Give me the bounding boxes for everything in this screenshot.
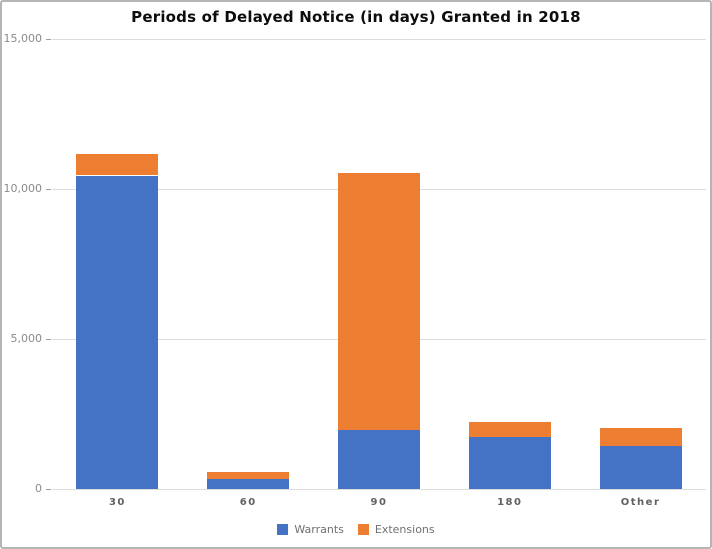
legend: Warrants Extensions bbox=[2, 523, 710, 536]
legend-item-warrants: Warrants bbox=[277, 523, 344, 536]
x-label-90: 90 bbox=[370, 497, 388, 508]
x-label-180: 180 bbox=[497, 497, 523, 508]
y-tick-label-15000: 15,000 bbox=[3, 32, 43, 45]
bar-30-warrants bbox=[76, 175, 159, 489]
y-tick-15000 bbox=[46, 38, 51, 40]
bar-90-extensions bbox=[338, 172, 420, 431]
bar-other-warrants bbox=[599, 446, 682, 489]
legend-item-extensions: Extensions bbox=[357, 523, 435, 536]
x-label-60: 60 bbox=[239, 497, 257, 508]
y-tick-10000 bbox=[46, 188, 51, 190]
gridline-15000 bbox=[52, 38, 706, 40]
bar-60-extensions bbox=[207, 471, 290, 480]
chart-title: Periods of Delayed Notice (in days) Gran… bbox=[131, 8, 581, 26]
x-label-other: Other bbox=[620, 497, 661, 508]
gridline-0 bbox=[52, 488, 706, 490]
bar-90-warrants bbox=[338, 430, 420, 489]
extensions-swatch-icon bbox=[357, 524, 369, 535]
y-tick-5000 bbox=[46, 338, 51, 340]
bar-180-extensions bbox=[468, 422, 551, 438]
bar-60-warrants bbox=[207, 479, 290, 489]
warrants-swatch-icon bbox=[277, 524, 289, 535]
bar-180-warrants bbox=[468, 437, 551, 489]
y-tick-label-10000: 10,000 bbox=[3, 182, 43, 195]
y-tick-label-5000: 5,000 bbox=[10, 332, 43, 345]
x-label-30: 30 bbox=[108, 497, 126, 508]
y-tick-0 bbox=[46, 488, 51, 490]
bar-other-extensions bbox=[599, 428, 682, 447]
bar-30-extensions bbox=[76, 153, 159, 176]
y-tick-label-0: 0 bbox=[35, 482, 42, 495]
legend-label-warrants: Warrants bbox=[294, 523, 344, 536]
legend-label-extensions: Extensions bbox=[374, 523, 435, 536]
